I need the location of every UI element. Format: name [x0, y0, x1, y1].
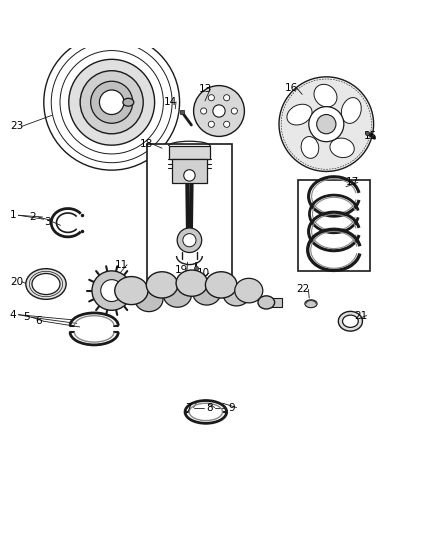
Bar	[169, 146, 210, 159]
Circle shape	[309, 107, 344, 142]
Ellipse shape	[26, 269, 66, 300]
Circle shape	[99, 90, 124, 115]
Circle shape	[101, 280, 123, 302]
Circle shape	[223, 121, 230, 127]
Text: 16: 16	[285, 83, 298, 93]
Ellipse shape	[223, 284, 250, 306]
Circle shape	[194, 86, 244, 136]
Bar	[266, 298, 282, 307]
Ellipse shape	[163, 282, 191, 307]
Circle shape	[317, 115, 336, 134]
Text: 5: 5	[23, 312, 30, 322]
Text: 21: 21	[355, 311, 368, 320]
Text: 14: 14	[164, 97, 177, 107]
Circle shape	[183, 233, 196, 247]
Ellipse shape	[314, 84, 337, 107]
Text: 4: 4	[10, 310, 17, 320]
Text: 19: 19	[175, 264, 188, 274]
Text: 13: 13	[198, 84, 212, 94]
Text: 7: 7	[185, 402, 192, 413]
Text: 1: 1	[10, 210, 17, 220]
Ellipse shape	[258, 296, 275, 309]
Circle shape	[208, 121, 214, 127]
Circle shape	[91, 81, 133, 123]
Circle shape	[69, 59, 155, 145]
Ellipse shape	[343, 315, 358, 327]
Ellipse shape	[193, 280, 221, 305]
Circle shape	[223, 95, 230, 101]
Ellipse shape	[123, 98, 134, 106]
Ellipse shape	[287, 104, 312, 125]
Ellipse shape	[135, 287, 163, 312]
Ellipse shape	[341, 98, 361, 124]
Text: 3: 3	[44, 217, 51, 227]
Ellipse shape	[176, 270, 208, 296]
Bar	[298, 180, 370, 271]
Bar	[172, 159, 207, 183]
Ellipse shape	[115, 277, 148, 304]
Ellipse shape	[235, 278, 263, 303]
Ellipse shape	[32, 273, 60, 295]
Circle shape	[279, 77, 374, 172]
Text: 15: 15	[364, 132, 377, 141]
Text: 17: 17	[346, 177, 359, 188]
Text: 6: 6	[35, 316, 42, 326]
Ellipse shape	[146, 272, 178, 298]
Text: 9: 9	[228, 402, 235, 413]
Text: 8: 8	[206, 402, 213, 413]
Circle shape	[80, 71, 143, 134]
Text: 20: 20	[10, 277, 23, 287]
Circle shape	[184, 169, 195, 181]
Ellipse shape	[301, 136, 319, 158]
Text: 22: 22	[297, 284, 310, 294]
Ellipse shape	[305, 300, 317, 308]
Circle shape	[231, 108, 237, 114]
Text: 11: 11	[115, 260, 128, 270]
Ellipse shape	[330, 138, 354, 158]
Circle shape	[201, 108, 207, 114]
Circle shape	[213, 105, 225, 117]
Bar	[147, 144, 232, 286]
Ellipse shape	[338, 311, 363, 331]
Circle shape	[92, 271, 131, 310]
Text: 10: 10	[197, 268, 210, 278]
Text: 23: 23	[10, 122, 23, 131]
Ellipse shape	[205, 272, 237, 298]
Circle shape	[177, 228, 201, 253]
Text: 2: 2	[29, 212, 36, 222]
Text: 18: 18	[140, 139, 153, 149]
Circle shape	[208, 95, 214, 101]
